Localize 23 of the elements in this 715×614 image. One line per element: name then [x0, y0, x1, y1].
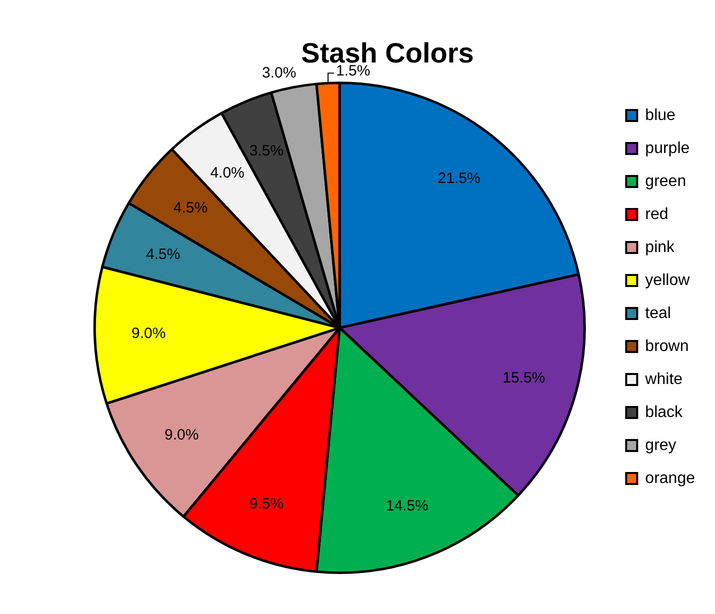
legend-label: orange — [645, 470, 696, 487]
data-label: 3.0% — [262, 64, 296, 82]
legend-label: yellow — [645, 272, 690, 289]
legend-label: green — [645, 172, 686, 190]
legend-label: teal — [645, 304, 671, 322]
data-label: 9.0% — [132, 324, 166, 342]
data-label: 4.0% — [210, 164, 244, 182]
data-label: 15.5% — [502, 369, 546, 386]
data-label: 4.5% — [146, 246, 180, 263]
legend-label: brown — [645, 338, 689, 355]
data-label: 14.5% — [386, 498, 428, 515]
legend-label: blue — [645, 106, 676, 124]
data-label: 21.5% — [438, 170, 480, 187]
legend-label: purple — [645, 140, 690, 157]
legend-label: white — [644, 370, 683, 388]
data-label: 9.0% — [164, 426, 199, 444]
legend-label: red — [645, 206, 668, 223]
legend-label: pink — [645, 238, 676, 256]
data-label: 4.5% — [173, 199, 208, 216]
data-label: 9.5% — [249, 495, 284, 512]
data-label: 3.5% — [249, 142, 284, 160]
legend-label: black — [645, 404, 684, 421]
legend-label: grey — [645, 436, 676, 454]
